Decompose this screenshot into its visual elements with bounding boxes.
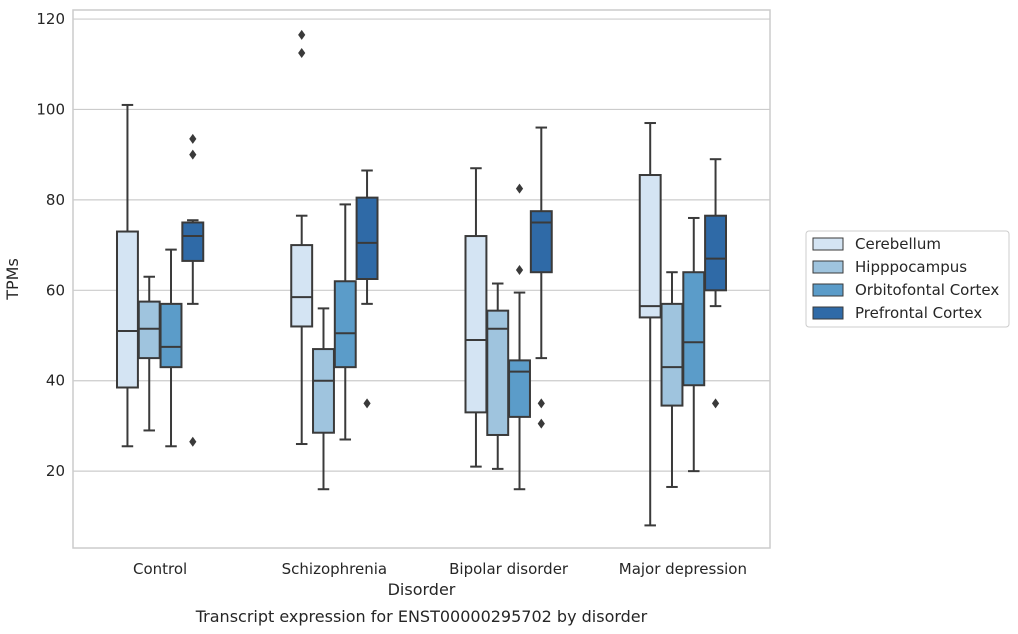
box-prefrontal-cortex-control bbox=[181, 133, 205, 447]
x-axis-ticks: Control Schizophrenia Bipolar disorder Majo… bbox=[133, 560, 747, 578]
box-iqr bbox=[704, 214, 728, 292]
y-axis-title: TPMs bbox=[3, 258, 22, 301]
box-iqr bbox=[660, 302, 684, 407]
box-orbitofontal-cortex-bipolar-disorder bbox=[508, 183, 531, 491]
box-orbitofontal-cortex-control bbox=[159, 248, 183, 448]
box-hipppocampus-bipolar-disorder bbox=[486, 282, 510, 470]
box-iqr bbox=[638, 174, 662, 319]
x-tick-label-major-depression: Major depression bbox=[619, 560, 747, 578]
box-iqr bbox=[290, 244, 314, 328]
box-hipppocampus-schizophrenia bbox=[312, 307, 335, 491]
outlier-point bbox=[537, 418, 545, 429]
legend-item-cerebellum: Cerebellum bbox=[812, 235, 941, 253]
legend-frame bbox=[805, 230, 1010, 328]
box-cerebellum-bipolar-disorder bbox=[464, 167, 488, 468]
box-cerebellum-major-depression bbox=[638, 122, 662, 527]
box-iqr bbox=[181, 221, 205, 262]
grid-lines bbox=[73, 18, 770, 472]
box-iqr bbox=[355, 196, 379, 280]
legend-swatch bbox=[812, 283, 844, 297]
outlier-point bbox=[515, 264, 524, 275]
box-iqr bbox=[464, 235, 488, 414]
plot-area-frame bbox=[72, 9, 771, 549]
x-axis-title: Disorder bbox=[388, 580, 456, 599]
box-prefrontal-cortex-schizophrenia bbox=[355, 169, 379, 409]
legend-swatch bbox=[812, 237, 844, 251]
box-cerebellum-control bbox=[115, 103, 139, 448]
outlier-point bbox=[189, 149, 197, 160]
legend-label: Prefrontal Cortex bbox=[855, 304, 982, 322]
legend-swatch bbox=[812, 306, 844, 320]
outlier-point bbox=[298, 47, 306, 58]
y-tick-label-60: 60 bbox=[46, 281, 65, 299]
box-iqr bbox=[333, 280, 357, 369]
box-prefrontal-cortex-bipolar-disorder bbox=[529, 126, 553, 429]
legend-label: Hipppocampus bbox=[855, 258, 967, 276]
y-tick-label-80: 80 bbox=[46, 191, 65, 209]
legend-item-orbitofontal-cortex: Orbitofontal Cortex bbox=[812, 281, 999, 299]
box-hipppocampus-control bbox=[137, 275, 161, 432]
legend: Cerebellum Hipppocampus Orbitofontal Corte… bbox=[805, 230, 1010, 328]
y-tick-label-40: 40 bbox=[46, 372, 65, 390]
box-orbitofontal-cortex-schizophrenia bbox=[333, 203, 357, 441]
y-tick-label-120: 120 bbox=[36, 10, 65, 28]
outlier-point bbox=[189, 133, 197, 144]
box-iqr bbox=[137, 300, 161, 360]
box-iqr bbox=[682, 271, 706, 387]
y-axis-ticks: 20 40 60 80 100 120 bbox=[36, 10, 65, 480]
box-prefrontal-cortex-major-depression bbox=[704, 158, 728, 409]
outlier-point bbox=[363, 398, 371, 409]
box-iqr bbox=[508, 359, 531, 418]
y-tick-label-20: 20 bbox=[46, 462, 65, 480]
outlier-point bbox=[298, 29, 306, 40]
x-tick-label-schizophrenia: Schizophrenia bbox=[282, 560, 387, 578]
x-tick-label-control: Control bbox=[133, 560, 187, 578]
outlier-point bbox=[189, 436, 197, 447]
legend-swatch bbox=[812, 260, 844, 274]
legend-label: Orbitofontal Cortex bbox=[855, 281, 999, 299]
legend-item-hipppocampus: Hipppocampus bbox=[812, 258, 967, 276]
box-iqr bbox=[312, 348, 335, 434]
box-iqr bbox=[159, 302, 183, 369]
boxes-layer bbox=[115, 29, 728, 527]
y-tick-label-100: 100 bbox=[36, 100, 65, 118]
chart-caption: Transcript expression for ENST0000029570… bbox=[195, 607, 648, 626]
box-cerebellum-schizophrenia bbox=[290, 29, 314, 446]
outlier-point bbox=[711, 398, 720, 409]
x-tick-label-bipolar-disorder: Bipolar disorder bbox=[449, 560, 569, 578]
box-iqr bbox=[529, 210, 553, 274]
box-hipppocampus-major-depression bbox=[660, 271, 684, 488]
box-iqr bbox=[115, 230, 139, 389]
legend-item-prefrontal-cortex: Prefrontal Cortex bbox=[812, 304, 982, 322]
legend-label: Cerebellum bbox=[855, 235, 941, 253]
outlier-point bbox=[537, 398, 545, 409]
box-orbitofontal-cortex-major-depression bbox=[682, 216, 706, 473]
outlier-point bbox=[515, 183, 524, 194]
